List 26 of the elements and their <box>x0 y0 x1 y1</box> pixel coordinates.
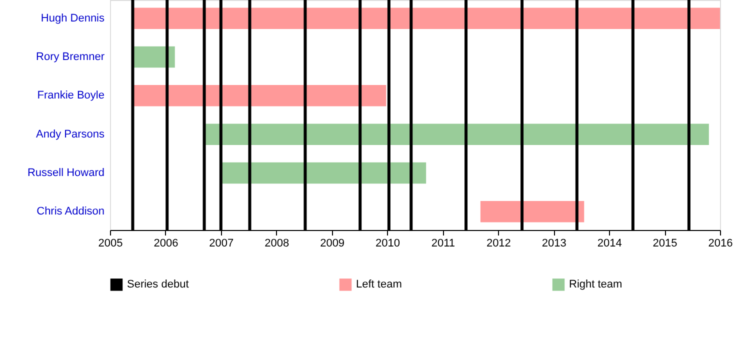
x-tick-label: 2015 <box>652 238 678 250</box>
bar <box>204 124 709 145</box>
bar <box>132 85 386 106</box>
y-tick-label: Frankie Boyle <box>37 90 104 102</box>
x-tick-label: 2008 <box>264 238 290 250</box>
x-tick-label: 2013 <box>542 238 566 250</box>
y-tick-label: Russell Howard <box>27 166 104 179</box>
x-tick-label: 2009 <box>320 238 345 250</box>
bar <box>132 8 720 29</box>
x-tick-label: 2012 <box>486 238 511 250</box>
x-tick-label: 2005 <box>98 238 123 250</box>
x-tick-label: 2006 <box>154 238 178 250</box>
legend-label: Left team <box>356 278 402 291</box>
x-tick-label: 2014 <box>597 238 622 250</box>
x-tick-label: 2016 <box>708 238 733 250</box>
x-tick-label: 2011 <box>431 238 456 250</box>
x-tick-label: 2010 <box>376 238 400 250</box>
y-tick-label: Hugh Dennis <box>40 12 105 24</box>
legend-label: Right team <box>569 278 622 291</box>
bar <box>480 201 584 222</box>
bar <box>220 162 426 184</box>
y-tick-label: Andy Parsons <box>36 128 105 140</box>
x-tick-label: 2007 <box>209 238 234 250</box>
y-tick-label: Chris Addison <box>36 206 104 218</box>
legend-label: Series debut <box>127 278 189 291</box>
y-tick-label: Rory Bremner <box>36 51 105 64</box>
